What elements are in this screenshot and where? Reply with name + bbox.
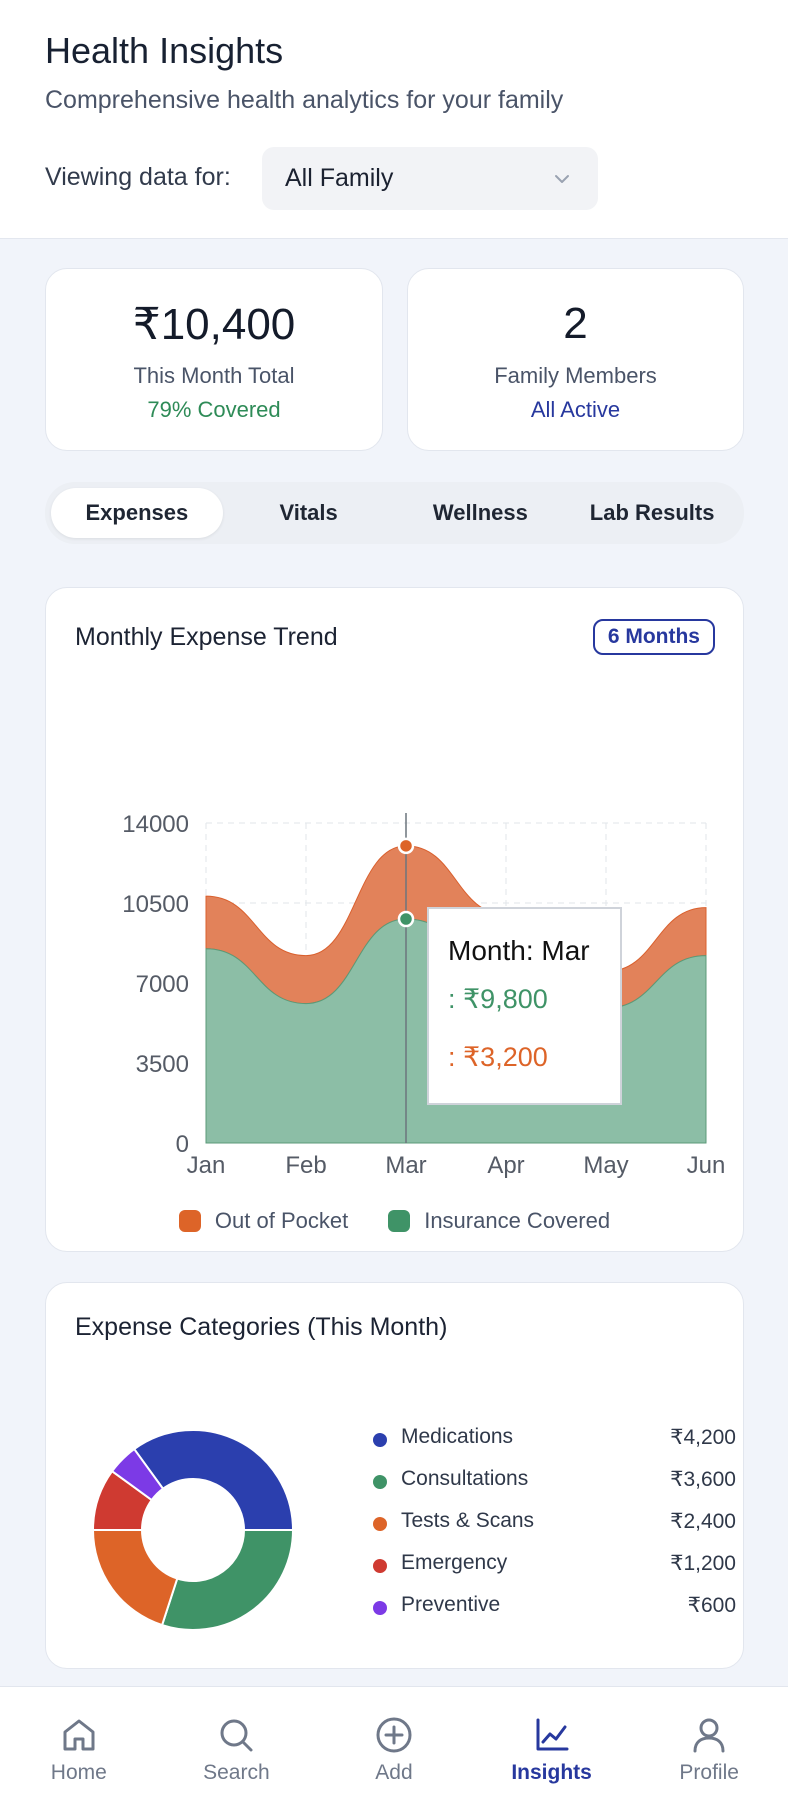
category-name: Consultations	[401, 1467, 529, 1490]
insights-tabs: Expenses Vitals Wellness Lab Results	[45, 482, 744, 544]
legend-label: Out of Pocket	[214, 1208, 349, 1233]
stat-coverage: 79% Covered	[147, 397, 281, 422]
category-dot	[373, 1601, 387, 1615]
family-member-select[interactable]: All Family	[262, 147, 598, 210]
nav-label: Search	[203, 1761, 270, 1784]
stat-label: This Month Total	[133, 363, 295, 388]
y-tick-label: 14000	[122, 811, 189, 838]
trend-legend: Out of Pocket Insurance Covered	[46, 1208, 743, 1234]
profile-icon	[693, 1718, 725, 1753]
category-row-consultations[interactable]: Consultations ₹3,600	[326, 1465, 736, 1507]
hover-point-out-of-pocket	[397, 837, 415, 855]
y-tick-label: 10500	[122, 891, 189, 918]
donut-slice-tests-scans[interactable]	[91, 1529, 179, 1627]
page-subtitle: Comprehensive health analytics for your …	[45, 86, 564, 114]
legend-label: Insurance Covered	[424, 1208, 611, 1233]
x-tick-label: May	[583, 1152, 628, 1179]
family-member-select-value: All Family	[285, 164, 394, 192]
chevron-down-icon	[555, 175, 569, 183]
page-header: Health Insights Comprehensive health ana…	[0, 0, 788, 239]
home-icon	[63, 1719, 95, 1751]
chart-tooltip: Month: Mar : ₹9,800 : ₹3,200	[427, 907, 622, 1105]
category-amount: ₹1,200	[670, 1552, 736, 1575]
tooltip-month: Month: Mar	[448, 935, 590, 966]
legend-out-of-pocket[interactable]: Out of Pocket	[178, 1208, 349, 1234]
category-dot	[373, 1559, 387, 1573]
stat-members-status: All Active	[530, 397, 621, 422]
donut-slice-consultations[interactable]	[160, 1529, 295, 1631]
tab-vitals[interactable]: Vitals	[279, 500, 338, 525]
nav-add[interactable]: Add	[315, 1687, 473, 1819]
legend-swatch	[178, 1210, 201, 1232]
donut-slice-preventive[interactable]	[110, 1447, 165, 1502]
legend-swatch	[388, 1210, 411, 1232]
category-name: Preventive	[401, 1593, 501, 1616]
category-row-tests-scans[interactable]: Tests & Scans ₹2,400	[326, 1507, 736, 1549]
tooltip-box	[427, 907, 622, 1105]
x-tick-label: Feb	[285, 1152, 326, 1179]
nav-profile[interactable]: Profile	[630, 1687, 788, 1819]
category-amount: ₹3,600	[670, 1468, 736, 1491]
category-name: Medications	[401, 1425, 514, 1448]
category-row-medications[interactable]: Medications ₹4,200	[326, 1423, 736, 1465]
range-badge[interactable]: 6 Months	[592, 619, 715, 655]
category-dot	[373, 1475, 387, 1489]
nav-label: Insights	[511, 1761, 592, 1784]
y-tick-label: 7000	[136, 971, 189, 998]
tab-lab-results[interactable]: Lab Results	[589, 500, 715, 525]
nav-insights[interactable]: Insights	[473, 1687, 631, 1819]
x-tick-label: Jan	[187, 1152, 226, 1179]
expense-trend-card: Monthly Expense Trend 6 Months 0 3500 7000…	[45, 587, 744, 1252]
x-tick-label: Apr	[487, 1152, 524, 1179]
y-tick-label: 0	[176, 1131, 189, 1158]
legend-insurance-covered[interactable]: Insurance Covered	[388, 1208, 610, 1234]
expense-categories-title: Expense Categories (This Month)	[75, 1313, 448, 1341]
nav-label: Profile	[679, 1761, 739, 1784]
category-name: Emergency	[401, 1551, 508, 1574]
y-tick-label: 3500	[136, 1051, 189, 1078]
tab-expenses[interactable]: Expenses	[51, 488, 223, 538]
nav-home[interactable]: Home	[0, 1687, 158, 1819]
tab-wellness[interactable]: Wellness	[432, 500, 528, 525]
x-tick-label: Jun	[687, 1152, 726, 1179]
expense-categories-legend: Medications ₹4,200 Consultations ₹3,600 …	[326, 1423, 736, 1633]
category-row-emergency[interactable]: Emergency ₹1,200	[326, 1549, 736, 1591]
stat-label: Family Members	[494, 363, 657, 388]
search-icon	[220, 1719, 253, 1752]
donut-slice-medications[interactable]	[132, 1429, 295, 1531]
tooltip-insurance-value: : ₹9,800	[448, 984, 548, 1014]
add-icon	[376, 1717, 412, 1753]
nav-label: Add	[375, 1761, 413, 1784]
category-name: Tests & Scans	[401, 1509, 535, 1532]
page-title: Health Insights	[45, 30, 284, 71]
insights-icon	[536, 1718, 569, 1751]
stat-value: 2	[563, 299, 588, 348]
category-row-preventive[interactable]: Preventive ₹600	[326, 1591, 736, 1633]
stat-card-month-total: ₹10,400 This Month Total 79% Covered	[45, 268, 383, 451]
stat-card-family-members: 2 Family Members All Active	[407, 268, 744, 451]
hover-point-insurance	[397, 910, 415, 928]
stat-value: ₹10,400	[132, 300, 296, 349]
category-dot	[373, 1517, 387, 1531]
category-dot	[373, 1433, 387, 1447]
x-tick-label: Mar	[385, 1152, 426, 1179]
expense-donut-chart[interactable]	[83, 1420, 303, 1640]
nav-search[interactable]: Search	[158, 1687, 316, 1819]
category-amount: ₹600	[687, 1594, 736, 1617]
category-amount: ₹2,400	[670, 1510, 736, 1533]
nav-label: Home	[50, 1761, 107, 1784]
viewing-label: Viewing data for:	[45, 163, 231, 191]
category-amount: ₹4,200	[670, 1426, 736, 1449]
tooltip-pocket-value: : ₹3,200	[448, 1042, 548, 1072]
bottom-navigation: Home Search Add Insights Profile	[0, 1686, 788, 1819]
expense-trend-title: Monthly Expense Trend	[75, 623, 338, 651]
expense-categories-card: Expense Categories (This Month) Medicati…	[45, 1282, 744, 1669]
expense-trend-chart[interactable]: 0 3500 7000 10500 14000 Jan Feb Mar Apr May Jun Mo…	[46, 688, 745, 1248]
